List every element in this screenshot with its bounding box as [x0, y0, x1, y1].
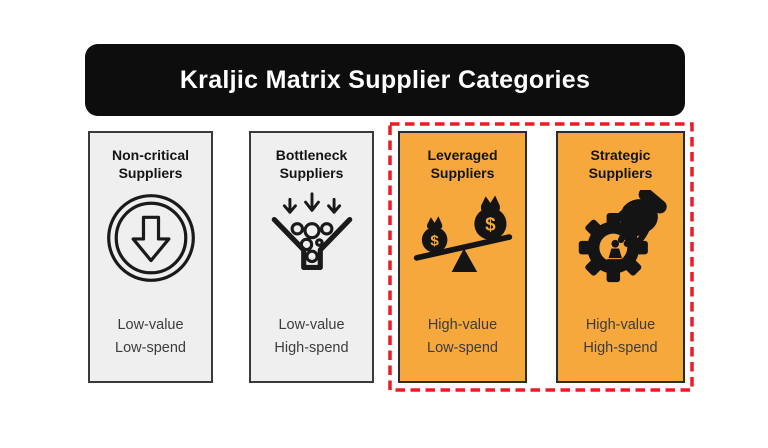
- card-bottleneck-suppliers: Bottleneck Suppliers: [249, 131, 374, 383]
- card-title-line1: Strategic: [590, 147, 651, 163]
- funnel-balls-icon: [266, 190, 358, 291]
- card-title-line1: Bottleneck: [275, 147, 348, 163]
- card-title: Leveraged Suppliers: [427, 146, 497, 183]
- value-label: High-value: [585, 317, 656, 334]
- spend-label: High-spend: [274, 339, 349, 356]
- card-title-line1: Leveraged: [427, 147, 498, 163]
- card-title-line2: Suppliers: [588, 165, 653, 182]
- arrow-down-circle-icon: [104, 191, 198, 290]
- page-title: Kraljic Matrix Supplier Categories: [179, 65, 591, 94]
- card-strategic-suppliers: Strategic Suppliers: [556, 131, 685, 383]
- dollar-sign: $: [485, 214, 496, 235]
- spend-label: Low-spend: [115, 339, 186, 356]
- hand-gear-icon: [572, 187, 670, 291]
- card-non-critical-suppliers: Non-critical Suppliers Low-value Low-spe…: [88, 131, 213, 383]
- card-title-line1: Non-critical: [111, 147, 189, 163]
- dollar-sign: $: [430, 233, 439, 250]
- title-bar: Kraljic Matrix Supplier Categories: [85, 44, 685, 116]
- card-title-line2: Suppliers: [430, 165, 495, 182]
- seesaw-money-bags-icon: $ $: [411, 194, 515, 287]
- value-label: High-value: [427, 317, 498, 334]
- spend-label: High-spend: [583, 339, 658, 356]
- card-leveraged-suppliers: Leveraged Suppliers $ $: [398, 131, 527, 383]
- card-labels: High-value Low-spend: [427, 314, 498, 359]
- icon-container: [558, 183, 683, 314]
- spend-label: Low-spend: [427, 339, 498, 356]
- icon-container: [251, 183, 372, 314]
- card-title: Bottleneck Suppliers: [276, 146, 348, 183]
- card-title: Non-critical Suppliers: [112, 146, 189, 183]
- card-title: Strategic Suppliers: [589, 146, 653, 183]
- card-title-line2: Suppliers: [118, 165, 183, 182]
- card-labels: Low-value Low-spend: [115, 314, 186, 359]
- card-labels: Low-value High-spend: [274, 314, 348, 359]
- icon-container: [90, 183, 211, 314]
- icon-container: $ $: [400, 183, 525, 314]
- value-label: Low-value: [117, 317, 184, 334]
- card-title-line2: Suppliers: [279, 165, 344, 182]
- card-labels: High-value High-spend: [583, 314, 657, 359]
- value-label: Low-value: [278, 317, 345, 334]
